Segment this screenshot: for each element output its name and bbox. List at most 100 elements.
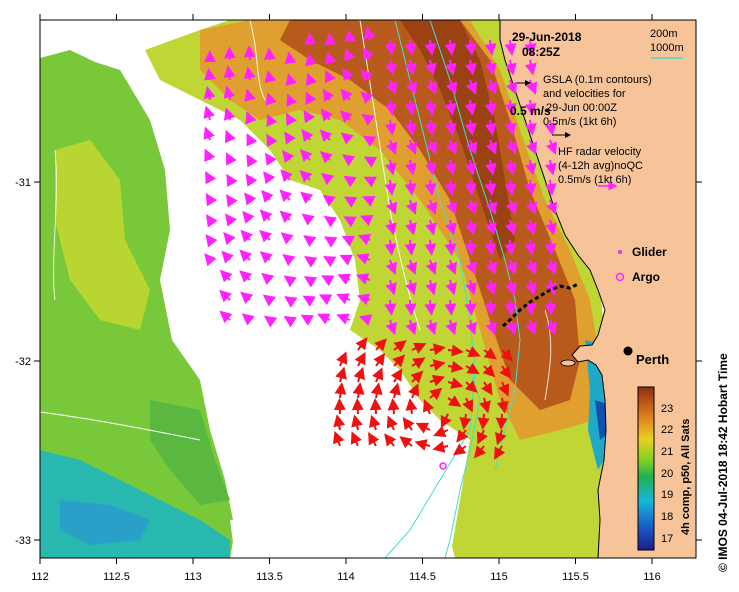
- gsla-vector: [334, 382, 347, 399]
- gsla-vector: [456, 429, 469, 443]
- hf-vector: [424, 99, 437, 116]
- legend-hf-line1: HF radar velocity: [558, 146, 642, 158]
- hf-vector: [405, 219, 417, 236]
- gsla-vector: [350, 431, 362, 447]
- x-tick-label: 115.5: [562, 571, 589, 583]
- hf-vector: [445, 319, 457, 336]
- hf-vector: [484, 99, 497, 116]
- gsla-vector: [476, 429, 488, 445]
- gsla-vector: [332, 430, 345, 447]
- hf-vector: [280, 169, 293, 183]
- hf-vector: [385, 139, 398, 155]
- hf-vector: [342, 154, 356, 167]
- hf-vector: [204, 253, 217, 267]
- gsla-vector: [495, 413, 508, 430]
- hf-vector: [284, 296, 298, 308]
- hf-vector: [404, 159, 417, 176]
- gsla-vector: [399, 436, 413, 449]
- hf-vector: [505, 319, 517, 336]
- hf-vector: [203, 105, 215, 121]
- hf-vector: [219, 310, 233, 324]
- hf-vector: [504, 99, 517, 116]
- gsla-vector: [386, 415, 398, 431]
- hf-vector: [445, 139, 458, 155]
- gsla-vector: [483, 347, 497, 360]
- hf-vector: [205, 234, 218, 248]
- legend-gsla-scale: 0.5m/s (1kt 6h): [543, 116, 616, 128]
- sst-colorbar: 23 22 21 20 19 18 17 4h comp, p50, All S…: [637, 386, 692, 551]
- hf-vector: [544, 239, 557, 256]
- gsla-vector: [351, 398, 364, 415]
- hf-vector: [282, 254, 296, 267]
- gsla-vector: [500, 348, 514, 362]
- gsla-vector: [402, 416, 415, 431]
- hf-vector: [363, 26, 376, 41]
- gsla-vector: [447, 360, 464, 373]
- hf-vector: [356, 253, 371, 265]
- hf-vector: [243, 66, 256, 81]
- hf-vector: [362, 135, 377, 147]
- hf-vector: [525, 279, 537, 296]
- gsla-vector: [429, 375, 446, 387]
- hf-vector: [525, 139, 538, 155]
- gsla-vector: [390, 368, 403, 383]
- colorbar-tick-label: 17: [661, 533, 673, 545]
- legend-argo-label: Argo: [632, 270, 660, 284]
- hf-vector: [362, 195, 376, 207]
- hf-vector: [302, 295, 316, 307]
- hf-vector: [244, 192, 257, 206]
- hf-vector: [525, 219, 537, 236]
- hf-vector: [404, 59, 417, 76]
- hf-vector: [385, 259, 398, 276]
- colorbar-gradient: [637, 386, 655, 551]
- hf-vector: [223, 232, 236, 246]
- hf-vector: [336, 313, 351, 325]
- colorbar-tick-label: 23: [661, 403, 673, 415]
- hf-radar-vectors: [203, 26, 558, 336]
- hf-vector: [300, 314, 314, 326]
- hf-vector: [424, 159, 437, 176]
- gsla-vector: [495, 429, 507, 446]
- hf-vector: [280, 232, 294, 245]
- hf-vector: [504, 59, 517, 76]
- hf-vector: [241, 313, 255, 326]
- legend-argo-symbol: [615, 272, 625, 282]
- legend-200m-label: 200m: [650, 28, 678, 40]
- hf-vector: [342, 67, 354, 82]
- hf-vector: [445, 279, 457, 296]
- hf-vector: [524, 39, 537, 56]
- gsla-vector: [496, 397, 509, 414]
- gsla-vector: [373, 352, 386, 367]
- gsla-vector: [411, 342, 427, 354]
- hf-vector: [203, 126, 215, 141]
- hf-vector: [300, 191, 314, 204]
- hf-vector: [384, 59, 397, 76]
- hf-vector: [360, 69, 373, 83]
- colorbar-label: 4h comp, p50, All Sats: [680, 419, 692, 535]
- gsla-contour: [249, 20, 266, 101]
- x-tick-label: 112: [31, 571, 49, 583]
- hf-vector: [303, 235, 317, 247]
- hf-vector: [405, 279, 417, 296]
- hf-vector: [321, 275, 335, 287]
- gsla-vector: [351, 414, 363, 431]
- hf-vector: [340, 88, 353, 102]
- legend-gsla-line3: 29-Jun 00:00Z: [546, 102, 617, 114]
- hf-vector: [404, 119, 417, 136]
- hf-vector: [465, 219, 477, 236]
- hf-vector: [205, 170, 217, 185]
- hf-vector: [226, 173, 238, 188]
- hf-vector: [343, 216, 357, 228]
- hf-vector: [385, 219, 397, 236]
- hf-vector: [279, 189, 293, 203]
- gsla-vector: [477, 413, 490, 430]
- hf-vector: [259, 229, 273, 243]
- gsla-vector: [387, 398, 400, 415]
- hf-vector: [384, 119, 397, 136]
- hf-vector: [524, 59, 537, 76]
- gsla-vector: [479, 397, 491, 414]
- hf-vector: [385, 79, 398, 95]
- hf-vector: [362, 46, 374, 61]
- imos-credit: © IMOS 04-Jul-2018 18:42 Hobart Time: [716, 353, 730, 572]
- legend-glider-label: Glider: [632, 245, 667, 259]
